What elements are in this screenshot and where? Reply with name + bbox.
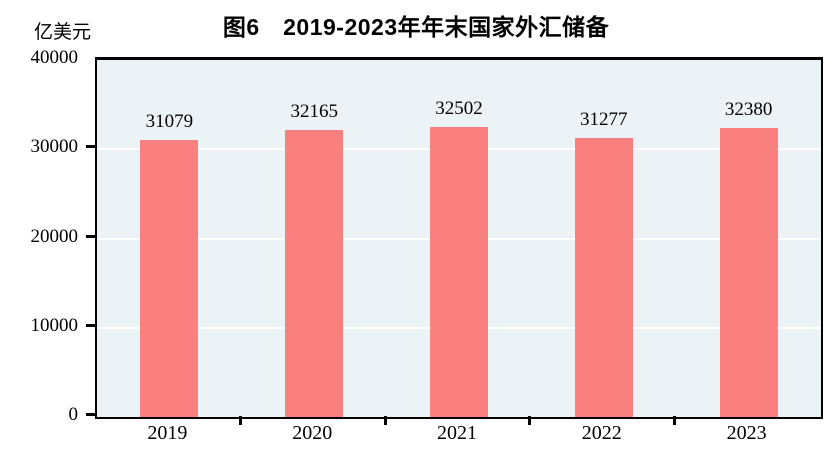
bar-value-label-2020: 32165 xyxy=(290,100,338,122)
bar-2021 xyxy=(430,126,488,417)
y-axis-unit-label: 亿美元 xyxy=(34,22,92,43)
plot-area: 31079 32165 32502 31277 32380 xyxy=(95,57,823,419)
bar-2020 xyxy=(285,129,344,417)
x-tick-mark-4 xyxy=(673,416,677,425)
bar-value-label-2022: 31277 xyxy=(580,108,628,130)
bar-2023 xyxy=(719,128,778,417)
y-tick-mark-10000 xyxy=(86,323,95,327)
x-category-label-2021: 2021 xyxy=(436,422,477,444)
x-tick-mark-2 xyxy=(383,416,387,425)
x-category-label-2019: 2019 xyxy=(147,422,188,444)
x-category-label-2020: 2020 xyxy=(292,422,333,444)
y-tick-label-0: 0 xyxy=(68,404,79,425)
y-tick-label-40000: 40000 xyxy=(30,47,79,68)
bar-2019 xyxy=(140,139,199,417)
y-tick-label-20000: 20000 xyxy=(30,225,79,247)
bar-value-label-2019: 31079 xyxy=(145,110,194,132)
x-tick-mark-1 xyxy=(238,416,242,425)
bar-value-label-2021: 32502 xyxy=(435,97,483,119)
y-tick-label-30000: 30000 xyxy=(30,136,79,158)
x-tick-mark-3 xyxy=(528,416,532,425)
x-category-label-2022: 2022 xyxy=(581,422,622,444)
chart-title: 图6 2019-2023年年末国家外汇储备 xyxy=(222,14,610,40)
y-tick-label-10000: 10000 xyxy=(30,314,79,336)
y-tick-mark-20000 xyxy=(86,234,95,238)
y-tick-mark-0 xyxy=(86,413,95,416)
bar-2022 xyxy=(574,137,633,417)
x-category-label-2023: 2023 xyxy=(726,422,767,444)
y-tick-mark-30000 xyxy=(86,145,95,149)
bar-value-label-2023: 32380 xyxy=(724,99,773,121)
